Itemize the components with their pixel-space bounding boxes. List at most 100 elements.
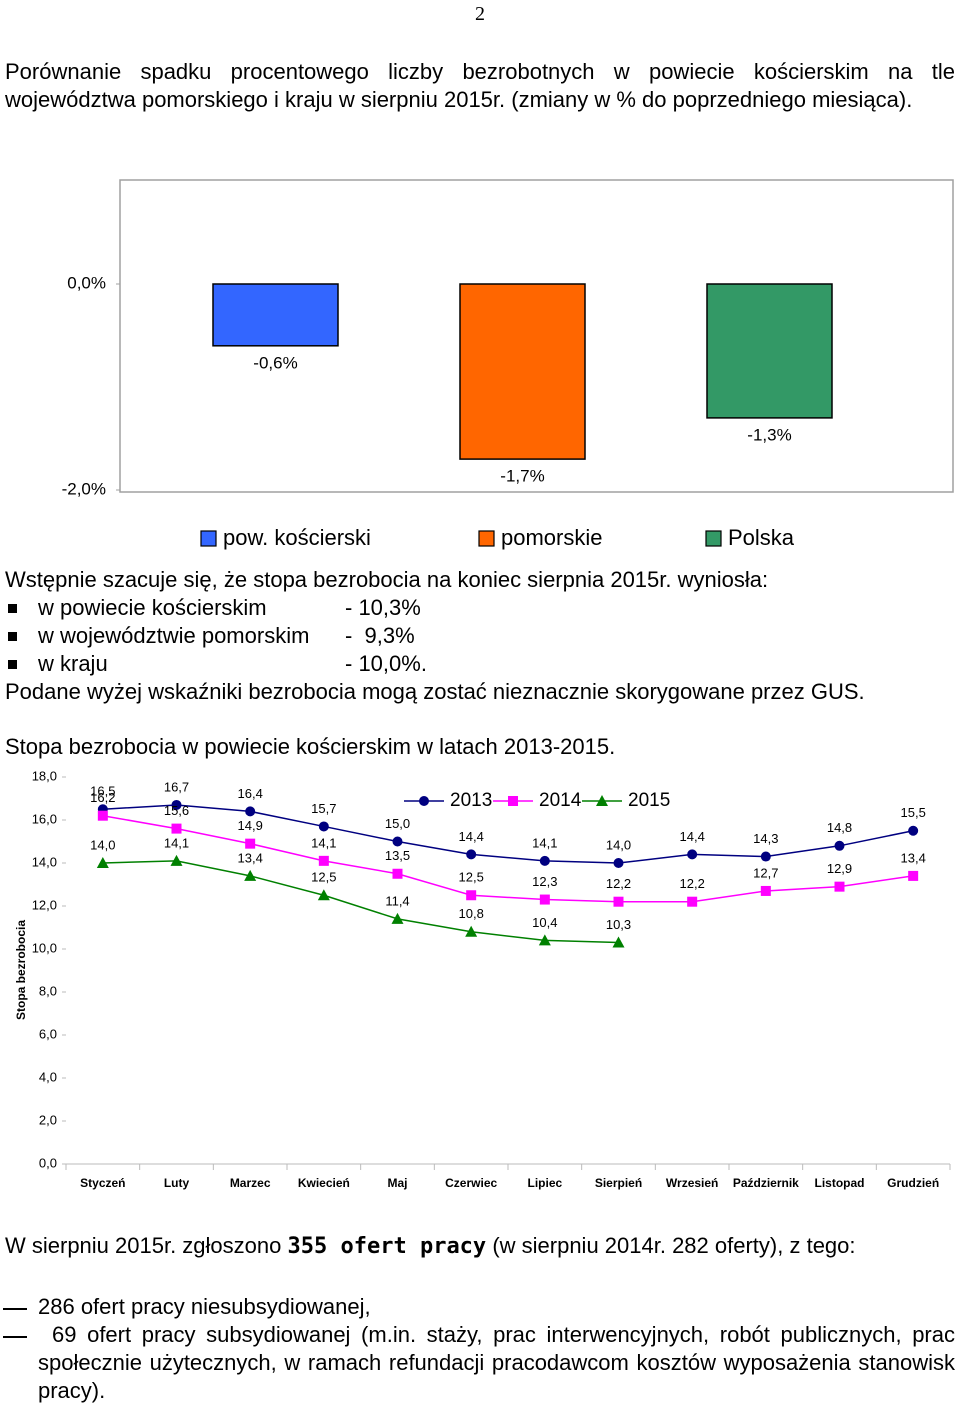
offers-before: W sierpniu 2015r. zgłoszono (5, 1233, 282, 1258)
y-axis-label: Stopa bezrobocia (14, 920, 28, 1020)
bullet (8, 632, 17, 641)
series-line (102, 814, 914, 903)
data-label: -1,3% (747, 425, 791, 444)
data-label: 14,9 (238, 818, 263, 833)
marker (596, 795, 608, 806)
marker (318, 821, 329, 832)
marker (834, 840, 845, 851)
data-label: 14,4 (680, 829, 705, 844)
legend-swatch (200, 530, 217, 547)
marker (244, 869, 257, 881)
marker (465, 925, 478, 937)
data-label: 12,3 (532, 874, 557, 889)
series-line (102, 804, 914, 864)
x-tick-label: Luty (164, 1176, 190, 1190)
plot-frame (119, 179, 954, 493)
intro: Porównanie spadku procentowego liczby be… (5, 59, 955, 112)
data-label: 12,5 (311, 870, 336, 885)
bullet (8, 660, 17, 669)
marker (834, 881, 845, 892)
y-tick-label: 6,0 (39, 1026, 57, 1041)
offers-item: 69 ofert pracy subsydiowanej (m.in. staż… (38, 1322, 955, 1403)
summary-lead: Wstępnie szacuje się, że stopa bezroboci… (5, 567, 769, 592)
x-tick-label: Styczeń (80, 1176, 125, 1190)
data-label: 12,2 (680, 876, 705, 891)
legend-label: 2014 (539, 790, 582, 811)
data-label: -0,6% (253, 353, 297, 372)
offers-text: W sierpniu 2015r. zgłoszono 355 ofert pr… (5, 1232, 955, 1261)
marker (318, 855, 329, 866)
data-label: 14,1 (311, 835, 336, 850)
marker (612, 936, 625, 948)
marker (538, 934, 551, 946)
marker (392, 868, 403, 879)
marker (760, 851, 771, 862)
data-label: 12,2 (606, 876, 631, 891)
marker (466, 890, 477, 901)
x-tick-label: Marzec (230, 1176, 271, 1190)
data-label: 13,5 (385, 848, 410, 863)
bullet (8, 604, 17, 613)
offers-after: (w sierpniu 2014r. 282 oferty), z tego: (492, 1233, 856, 1258)
legend-label: 2013 (450, 790, 492, 811)
data-label: 15,5 (901, 805, 926, 820)
marker (760, 885, 771, 896)
bar (706, 283, 833, 419)
data-label: 16,7 (164, 779, 189, 794)
x-tick-label: Wrzesień (666, 1176, 718, 1190)
offers-highlight: 355 ofert pracy (287, 1234, 487, 1259)
data-label: 14,0 (90, 837, 115, 852)
marker (170, 854, 183, 866)
page-number: 2 (475, 3, 485, 25)
y-tick-label: 0,0 (39, 1155, 57, 1170)
x-tick-label: Październik (733, 1176, 799, 1190)
legend-label: pow. kościerski (223, 525, 371, 550)
data-label: 14,8 (827, 820, 852, 835)
data-label: 16,4 (238, 786, 263, 801)
data-label: 10,8 (459, 906, 484, 921)
y-tick-label: 2,0 (39, 1112, 57, 1127)
summary-value: - 10,0%. (345, 651, 427, 676)
bar (212, 283, 339, 347)
data-label: 13,4 (238, 850, 263, 865)
data-label: 16,5 (90, 784, 115, 799)
summary-label: w powiecie kościerskim (38, 595, 267, 620)
marker (419, 796, 429, 806)
summary-note: Podane wyżej wskaźniki bezrobocia mogą z… (5, 679, 865, 704)
marker (317, 889, 330, 901)
x-tick-label: Sierpień (595, 1176, 642, 1190)
summary-label: w kraju (38, 651, 108, 676)
marker (687, 896, 698, 907)
data-label: 16,2 (90, 790, 115, 805)
marker (539, 894, 550, 905)
y-tick-label: 8,0 (39, 983, 57, 998)
y-tick-label: -2,0% (62, 479, 106, 498)
data-label: 13,4 (901, 850, 926, 865)
data-label: -1,7% (500, 467, 544, 486)
marker (171, 799, 182, 810)
x-tick-label: Czerwiec (445, 1176, 497, 1190)
marker (245, 806, 256, 817)
data-label: 14,0 (606, 837, 631, 852)
data-label: 12,5 (459, 870, 484, 885)
data-label: 15,0 (385, 816, 410, 831)
series-line (102, 860, 619, 944)
data-label: 14,1 (532, 835, 557, 850)
data-label: 11,4 (385, 893, 409, 908)
data-label: 14,4 (459, 829, 484, 844)
marker (908, 825, 919, 836)
dash (3, 1308, 27, 1310)
x-tick-label: Maj (387, 1176, 407, 1190)
marker (613, 896, 624, 907)
summary-value: - 9,3% (345, 623, 415, 648)
summary-value: - 10,3% (345, 595, 421, 620)
marker (245, 838, 256, 849)
bar (459, 283, 586, 460)
legend-label: pomorskie (501, 525, 602, 550)
marker (392, 836, 403, 847)
marker (539, 855, 550, 866)
marker (171, 823, 182, 834)
y-tick-label: 4,0 (39, 1069, 57, 1084)
data-label: 15,7 (311, 801, 336, 816)
